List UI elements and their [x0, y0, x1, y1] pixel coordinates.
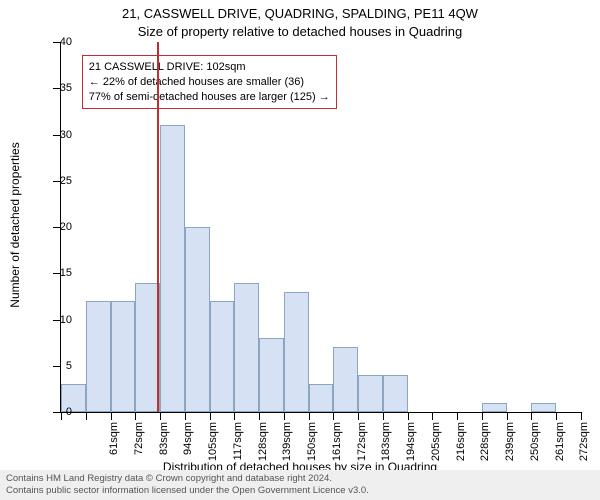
- y-tick: [53, 366, 61, 367]
- info-line-1: 21 CASSWELL DRIVE: 102sqm: [89, 60, 330, 75]
- x-tick: [86, 412, 87, 420]
- x-tick: [358, 412, 359, 420]
- histogram-bar: [111, 301, 136, 412]
- x-tick: [210, 412, 211, 420]
- x-tick: [383, 412, 384, 420]
- histogram-bar: [259, 338, 284, 412]
- x-tick-label: 105sqm: [207, 422, 219, 472]
- x-tick: [507, 412, 508, 420]
- x-tick-label: 205sqm: [430, 422, 442, 472]
- info-box: 21 CASSWELL DRIVE: 102sqm ← 22% of detac…: [82, 55, 337, 110]
- y-tick-label: 15: [60, 267, 72, 279]
- x-tick: [111, 412, 112, 420]
- x-tick: [581, 412, 582, 420]
- x-tick: [482, 412, 483, 420]
- x-tick: [284, 412, 285, 420]
- histogram-bar: [185, 227, 210, 412]
- x-tick-label: 239sqm: [504, 422, 516, 472]
- y-axis-title: Number of detached properties: [8, 142, 22, 307]
- histogram-bar: [309, 384, 334, 412]
- y-tick-label: 35: [60, 82, 72, 94]
- x-tick-label: 150sqm: [306, 422, 318, 472]
- x-tick-label: 250sqm: [529, 422, 541, 472]
- info-line-2: ← 22% of detached houses are smaller (36…: [89, 75, 330, 90]
- x-tick-label: 194sqm: [405, 422, 417, 472]
- x-tick: [185, 412, 186, 420]
- info-line-3: 77% of semi-detached houses are larger (…: [89, 90, 330, 105]
- histogram-bar: [61, 384, 86, 412]
- x-tick-label: 172sqm: [356, 422, 368, 472]
- y-tick-label: 25: [60, 175, 72, 187]
- x-tick-label: 216sqm: [455, 422, 467, 472]
- histogram-bar: [531, 403, 556, 412]
- footer: Contains HM Land Registry data © Crown c…: [0, 470, 600, 500]
- histogram-bar: [210, 301, 235, 412]
- x-tick: [408, 412, 409, 420]
- histogram-bar: [358, 375, 383, 412]
- x-tick-label: 117sqm: [232, 422, 244, 472]
- x-tick-label: 72sqm: [133, 422, 145, 472]
- x-tick-label: 94sqm: [182, 422, 194, 472]
- title-line-2: Size of property relative to detached ho…: [0, 24, 600, 39]
- x-tick-label: 61sqm: [108, 422, 120, 472]
- x-tick: [259, 412, 260, 420]
- histogram-bar: [383, 375, 408, 412]
- x-tick: [432, 412, 433, 420]
- y-tick-label: 0: [66, 406, 72, 418]
- x-tick: [61, 412, 62, 420]
- x-tick: [556, 412, 557, 420]
- histogram-bar: [284, 292, 309, 412]
- histogram-bar: [234, 283, 259, 413]
- y-tick-label: 40: [60, 36, 72, 48]
- x-tick-label: 228sqm: [479, 422, 491, 472]
- x-tick: [160, 412, 161, 420]
- x-tick: [333, 412, 334, 420]
- x-tick-label: 183sqm: [380, 422, 392, 472]
- y-tick-label: 30: [60, 129, 72, 141]
- x-tick-label: 272sqm: [578, 422, 590, 472]
- footer-line-2: Contains public sector information licen…: [6, 485, 594, 497]
- x-tick-label: 83sqm: [158, 422, 170, 472]
- y-tick-label: 5: [66, 360, 72, 372]
- x-tick: [135, 412, 136, 420]
- plot-area: 21 CASSWELL DRIVE: 102sqm ← 22% of detac…: [60, 42, 581, 413]
- x-tick: [531, 412, 532, 420]
- x-tick: [457, 412, 458, 420]
- x-tick: [234, 412, 235, 420]
- x-tick-label: 139sqm: [281, 422, 293, 472]
- x-tick-label: 128sqm: [257, 422, 269, 472]
- y-tick-label: 10: [60, 314, 72, 326]
- x-tick: [309, 412, 310, 420]
- title-line-1: 21, CASSWELL DRIVE, QUADRING, SPALDING, …: [0, 6, 600, 21]
- histogram-bar: [482, 403, 507, 412]
- x-tick-label: 261sqm: [554, 422, 566, 472]
- footer-line-1: Contains HM Land Registry data © Crown c…: [6, 473, 594, 485]
- histogram-bar: [86, 301, 111, 412]
- chart-container: 21, CASSWELL DRIVE, QUADRING, SPALDING, …: [0, 0, 600, 500]
- x-tick-label: 161sqm: [331, 422, 343, 472]
- histogram-bar: [333, 347, 358, 412]
- reference-line: [157, 42, 159, 412]
- y-tick-label: 20: [60, 221, 72, 233]
- histogram-bar: [160, 125, 185, 412]
- y-tick: [53, 412, 61, 413]
